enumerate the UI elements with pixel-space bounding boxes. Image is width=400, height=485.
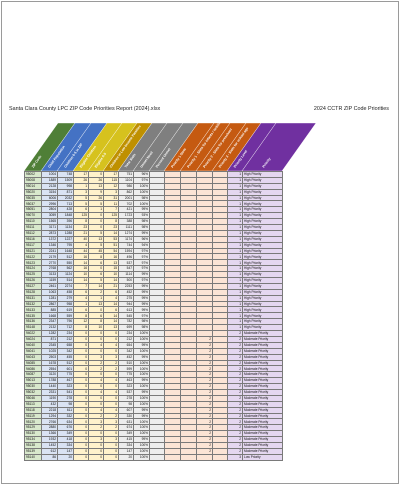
table-cell: 100% <box>133 453 150 461</box>
table-row: 95002 1004 748 17 0 17 751 96% 1 High Priority <box>24 171 283 178</box>
table-row: 94087 3120 775 0 0 0 775 100% 2 2 Moderate Priorit… <box>24 371 283 379</box>
table-row: 95046 1190 278 0 0 0 278 100% 2 2 Moderate Priorit… <box>24 394 283 402</box>
table-row: 95121 2241 1648 44 45 54 1594 97% 1 High Priority <box>24 247 283 255</box>
table-row: 95111 3171 1134 23 0 23 1111 98% 1 High Priority <box>24 224 283 231</box>
table-row: 95020 3154 871 3 9 3 862 100% 1 High Priority <box>24 188 283 196</box>
table-cell: Low Priority <box>242 453 283 461</box>
table-cell <box>164 453 181 461</box>
table-row: 95112 2873 1288 21 5 14 1274 99% 1 High Priority <box>24 229 283 237</box>
table-cell <box>196 453 213 461</box>
table-cell: High Priority <box>242 188 283 196</box>
table-row: 95123 2770 550 14 6 13 537 97% 1 High Priority <box>24 259 283 267</box>
table-cell: High Priority <box>242 171 283 178</box>
table-row: 95129 2880 676 0 2 2 674 100% 2 2 Moderate Priorit… <box>24 424 283 432</box>
table-cell: High Priority <box>242 212 283 220</box>
table-row: 95014 2128 998 1 13 12 986 100% 1 High Priority <box>24 182 283 190</box>
table-row: 95120 2766 634 0 3 3 631 100% 2 2 Moderate Priorit… <box>24 418 283 426</box>
table-row: 95008 1889 1509 26 26 115 1104 97% 1 High Priorit… <box>24 176 283 184</box>
table-row: 95136 2347 796 12 8 14 782 98% 1 High Priority <box>24 318 283 326</box>
priority-table: 95002 1004 748 17 0 17 751 96% 1 High Priority 950… <box>24 171 283 461</box>
table-cell: 95140 <box>24 453 42 461</box>
table-cell: 20 <box>57 453 74 461</box>
table-cell: High Priority <box>242 235 283 243</box>
table-cell: High Priority <box>242 218 283 226</box>
table-row: 95132 2867 958 1 13 14 944 99% 1 High Priority <box>24 300 283 308</box>
table-cell <box>180 453 197 461</box>
table-row: 95125 3133 1124 10 6 10 1114 99% 1 High Priority <box>24 271 283 279</box>
table-row: 95035 6006 2032 5 26 31 2001 98% 1 High Priority <box>24 194 283 202</box>
table-cell: High Priority <box>242 224 283 231</box>
document-filename: Santa Clara County LPC ZIP Code Prioriti… <box>9 106 161 112</box>
table-cell: High Priority <box>242 194 283 202</box>
table-cell <box>212 453 228 461</box>
table-cell: 20 <box>118 453 134 461</box>
table-row: 95118 2218 611 0 4 4 607 99% 2 2 Moderate Priority <box>24 406 283 414</box>
table-row: 94040 2345 658 0 4 4 654 99% 2 2 Moderate Priority <box>24 341 283 349</box>
table-row: 95131 1281 279 4 1 4 275 99% 1 High Priority <box>24 294 283 302</box>
table-cell: High Priority <box>242 176 283 184</box>
table-cell: High Priority <box>242 241 283 249</box>
table-row: 94022 1282 234 0 0 0 234 100% 2 Moderate Priority <box>24 330 283 337</box>
table-row: 95110 1565 396 8 0 8 388 98% 1 High Priority <box>24 218 283 226</box>
document-sheet-title: 2024 CCTR ZIP Code Priorities <box>313 106 389 112</box>
table-cell: High Priority <box>242 247 283 255</box>
table-cell: High Priority <box>242 200 283 208</box>
table-row: 95070 3059 1848 125 0 125 1723 93% 1 High Priorit… <box>24 212 283 220</box>
table-row: 95051 2804 428 6 1 7 421 99% 1 High Priority <box>24 206 283 214</box>
table-row: 95128 1063 458 6 2 6 452 99% 1 High Priority <box>24 288 283 296</box>
table-row: 95117 1346 795 4 5 51 744 94% 1 High Priority <box>24 241 283 249</box>
table-row: 95119 1294 332 0 2 2 330 99% 2 2 Moderate Priority <box>24 412 283 420</box>
table-cell: 0 <box>88 453 104 461</box>
table-cell: 86 <box>41 453 58 461</box>
table-cell <box>149 453 165 461</box>
table-cell: High Priority <box>242 206 283 214</box>
table-cell: 3 <box>227 453 243 461</box>
table-row: 95037 2996 713 5 5 11 702 100% 1 High Priority <box>24 200 283 208</box>
table-row: 95140 86 20 0 0 0 20 100% 3 Low Priority <box>24 453 283 461</box>
table-cell: 0 <box>73 453 89 461</box>
table-row: 95122 2179 512 16 8 16 496 97% 1 High Priority <box>24 253 283 261</box>
table-cell: High Priority <box>242 229 283 237</box>
table-cell: 0 <box>103 453 119 461</box>
table-row: 95116 1372 1227 40 13 53 1174 96% 1 High Priority <box>24 235 283 243</box>
table-row: 95032 2331 541 0 4 4 537 99% 2 2 Moderate Priority <box>24 388 283 396</box>
table-row: 95139 612 147 0 0 0 147 100% 2 2 Moderate Priority <box>24 447 283 455</box>
table-row: 94024 871 212 0 0 0 212 100% 2 2 Moderate Priority <box>24 335 283 343</box>
table-cell: High Priority <box>242 182 283 190</box>
table-row: 94041 1025 342 0 0 0 342 100% 2 2 Moderate Priorit… <box>24 347 283 355</box>
table-row: 95126 1159 514 14 5 14 500 97% 1 High Priority <box>24 277 283 284</box>
